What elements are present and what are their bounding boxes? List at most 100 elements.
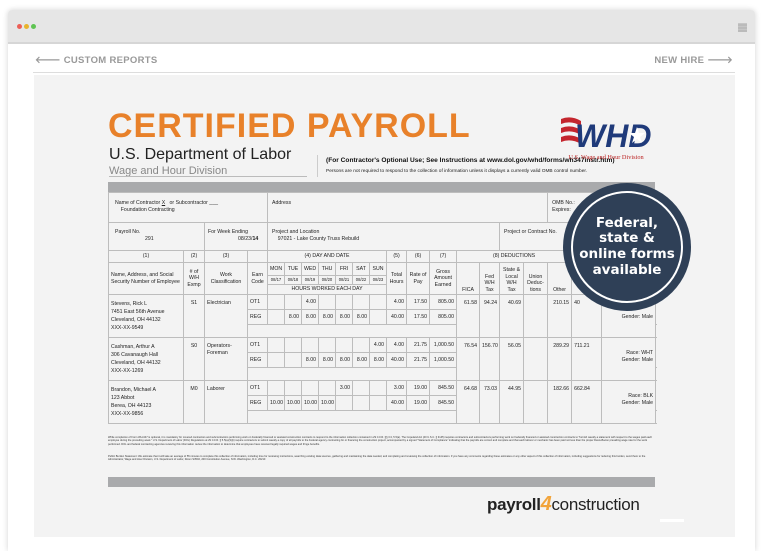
fica-value: 61.58 <box>456 294 481 338</box>
division: Wage and Hour Division <box>109 165 228 177</box>
hours-cell <box>267 337 286 353</box>
hamburger-menu-icon[interactable]: ▬ ▬ ▬ <box>738 18 747 34</box>
total-cell: 40.00 <box>386 352 408 368</box>
union-value <box>523 380 549 424</box>
rate-cell: 19.00 <box>406 380 431 396</box>
col-header-name: Name, Address, and Social Security Numbe… <box>108 262 184 295</box>
back-custom-reports-link[interactable]: 🡐 CUSTOM REPORTS <box>35 55 158 66</box>
hours-cell: 10.00 <box>284 395 303 411</box>
day-header: SUN <box>369 262 388 276</box>
gross-cell: 1,000.50 <box>429 352 458 368</box>
col-header: (3) <box>204 250 248 263</box>
employee-ssn: XXX-XX-9856 <box>111 411 144 418</box>
col-header-exmp: # of W/H Exmp <box>183 262 205 295</box>
table-cell <box>246 250 269 263</box>
hours-cell <box>284 294 303 310</box>
col-header-state: State & Local W/H Tax <box>499 262 525 295</box>
fine-print: While completion of Form WH-347 is optio… <box>108 436 653 446</box>
hours-cell <box>284 337 303 353</box>
hours-cell: 10.00 <box>301 395 320 411</box>
minimize-dot[interactable] <box>24 24 29 29</box>
date-header: 08/21 <box>335 275 354 285</box>
col-header: (1) <box>108 250 184 263</box>
hours-cell <box>369 309 388 325</box>
forms-available-badge: Federal, state & online forms available <box>563 183 691 311</box>
net-value: 662.84 <box>571 380 603 424</box>
hours-cell <box>318 294 337 310</box>
race: Race: WHT <box>626 350 654 356</box>
other-value: 210.15 <box>547 294 573 338</box>
footer-bar <box>108 477 655 487</box>
date-header: 08/23 <box>369 275 388 285</box>
arrow-left-icon: 🡐 <box>35 55 64 66</box>
rate-cell: 21.75 <box>406 337 431 353</box>
day-header: SAT <box>352 262 371 276</box>
col-header: (2) <box>183 250 205 263</box>
svg-text:U.S. Wage and Hour Division: U.S. Wage and Hour Division <box>568 154 644 161</box>
col-header-union: Union Deduc- tions <box>523 262 549 295</box>
earn-code: OT1 <box>246 294 269 310</box>
date-header: 08/17 <box>267 275 286 285</box>
hours-cell: 8.00 <box>335 309 354 325</box>
hours-cell <box>301 380 320 396</box>
col-header: (5) <box>386 250 408 263</box>
divider <box>33 72 735 73</box>
hours-cell: 8.00 <box>369 352 388 368</box>
hours-cell: 4.00 <box>369 337 388 353</box>
gross-cell: 805.00 <box>429 294 458 310</box>
department: U.S. Department of Labor <box>109 146 292 163</box>
hours-cell <box>352 294 371 310</box>
hours-cell <box>369 380 388 396</box>
other-value: 182.66 <box>547 380 573 424</box>
employee-address2: Cleveland, OH 44132 <box>111 360 161 367</box>
hours-cell <box>318 380 337 396</box>
hours-cell: 10.00 <box>318 395 337 411</box>
employee-address1: 123 Abbot <box>111 395 135 402</box>
employee-address1: 306 Cavanaugh Hall <box>111 352 159 359</box>
gender: Gender: Male <box>621 400 654 407</box>
gender: Gender: Male <box>621 314 654 320</box>
payroll4construction-logo: payroll4construction <box>487 493 640 515</box>
table-cell <box>246 324 458 338</box>
hours-cell <box>335 395 354 411</box>
hours-cell: 8.00 <box>318 352 337 368</box>
project-location-cell: Project and Location 97021 - Lake County… <box>267 222 501 251</box>
date-header: 08/22 <box>352 275 371 285</box>
hours-cell <box>335 294 354 310</box>
rate-cell: 17.50 <box>406 309 431 325</box>
employee-demographics: Race: WHT Gender: Male <box>601 337 657 381</box>
hours-cell: 8.00 <box>352 309 371 325</box>
hours-cell <box>284 352 303 368</box>
gross-cell: 1,000.50 <box>429 337 458 353</box>
earn-code: REG <box>246 395 269 411</box>
close-dot[interactable] <box>17 24 22 29</box>
next-new-hire-link[interactable]: NEW HIRE 🡒 <box>654 55 733 66</box>
day-header: MON <box>267 262 286 276</box>
page-indicator <box>660 519 684 522</box>
employee-info: Brandon, Michael A 123 Abbot Berea, OH 441… <box>108 380 184 424</box>
earn-code: REG <box>246 309 269 325</box>
work-classification: Laborer <box>204 380 248 424</box>
employee-row: Stevens, Rick L 7451 East 56th Avenue Clev… <box>108 294 657 338</box>
date-header: 08/20 <box>318 275 337 285</box>
hours-cell: 8.00 <box>318 309 337 325</box>
form-title: CERTIFIED PAYROLL <box>108 107 471 145</box>
hours-cell <box>318 337 337 353</box>
state-value: 44.95 <box>499 380 525 424</box>
total-cell: 3.00 <box>386 380 408 396</box>
gross-cell: 845.50 <box>429 395 458 411</box>
maximize-dot[interactable] <box>31 24 36 29</box>
employee-name: Stevens, Rick L <box>111 301 148 307</box>
address-cell: Address <box>267 192 549 223</box>
day-header: THU <box>318 262 337 276</box>
total-cell: 4.00 <box>386 337 408 353</box>
header-bar <box>108 182 655 192</box>
omb-notice: Persons are not required to respond to t… <box>326 169 588 174</box>
hours-worked-header: HOURS WORKED EACH DAY <box>267 284 388 295</box>
exemptions: S0 <box>183 337 205 381</box>
gender: Gender: Male <box>621 357 654 364</box>
state-value: 40.69 <box>499 294 525 338</box>
fica-value: 64.68 <box>456 380 481 424</box>
union-value <box>523 294 549 338</box>
earn-code: OT1 <box>246 380 269 396</box>
